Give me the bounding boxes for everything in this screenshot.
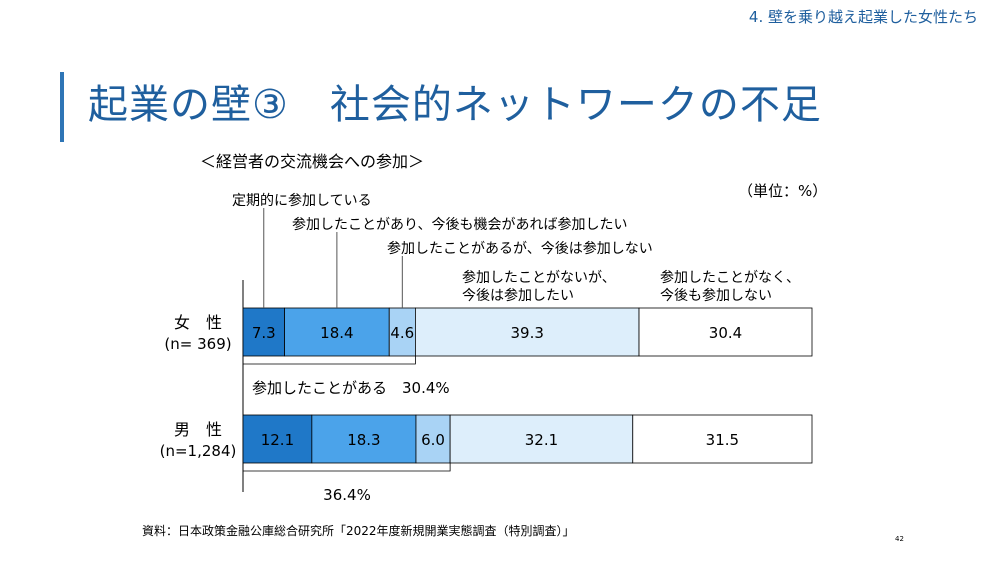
- data-label: 30.4: [709, 324, 742, 342]
- data-label: 4.6: [390, 324, 414, 342]
- page-title: 起業の壁③ 社会的ネットワークの不足: [88, 82, 822, 128]
- bar-segment-male-4: [449, 414, 634, 464]
- data-label: 12.1: [261, 431, 294, 449]
- bracket-label: 参加したことがある 30.4%: [252, 379, 450, 397]
- category-label: 男 性: [174, 420, 222, 439]
- page-number: 42: [895, 535, 904, 543]
- section-label: 4. 壁を乗り越え起業した女性たち: [748, 8, 978, 26]
- chart-subtitle: ＜経営者の交流機会への参加＞: [200, 152, 425, 171]
- participation-bracket: [242, 356, 416, 365]
- category-sample-size: (n=1,284): [160, 442, 237, 460]
- data-label: 18.3: [347, 431, 380, 449]
- bar-segment-male-3: [415, 414, 451, 464]
- data-label: 7.3: [252, 324, 276, 342]
- unit-label: （単位：%）: [738, 182, 828, 200]
- legend-label: 今後は参加したい: [462, 287, 574, 304]
- bar-segment-female-1: [242, 307, 285, 357]
- bracket-label: 36.4%: [323, 486, 371, 504]
- data-label: 6.0: [421, 431, 445, 449]
- bar-segment-male-5: [632, 414, 813, 464]
- data-label: 39.3: [511, 324, 544, 342]
- data-label: 32.1: [525, 431, 558, 449]
- source-note: 資料：日本政策金融公庫総合研究所「2022年度新規開業実態調査（特別調査）」: [142, 524, 575, 538]
- bar-segment-female-5: [638, 307, 813, 357]
- legend-label: 定期的に参加している: [232, 192, 372, 209]
- legend-label: 参加したことがないが、: [462, 269, 616, 286]
- participation-bracket: [242, 463, 451, 472]
- category-label: 女 性: [174, 313, 222, 332]
- legend-label: 参加したことがあるが、今後は参加しない: [387, 240, 653, 257]
- data-label: 18.4: [320, 324, 353, 342]
- legend-label: 参加したことがあり、今後も機会があれば参加したい: [292, 216, 627, 233]
- bar-segment-male-1: [242, 414, 313, 464]
- bar-segment-female-4: [415, 307, 640, 357]
- legend-label: 参加したことがなく、: [660, 269, 800, 286]
- data-label: 31.5: [706, 431, 739, 449]
- category-sample-size: (n= 369): [164, 335, 231, 353]
- legend-label: 今後も参加しない: [660, 287, 772, 304]
- title-accent-bar: [60, 72, 64, 142]
